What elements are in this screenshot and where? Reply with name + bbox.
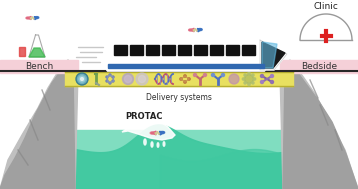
Circle shape <box>77 74 87 84</box>
Circle shape <box>271 81 274 84</box>
Polygon shape <box>29 48 45 57</box>
Polygon shape <box>262 42 285 68</box>
Circle shape <box>248 72 250 75</box>
Circle shape <box>109 82 111 84</box>
Circle shape <box>222 74 224 77</box>
Ellipse shape <box>35 17 39 19</box>
Bar <box>19 47 25 56</box>
Ellipse shape <box>150 132 155 134</box>
FancyBboxPatch shape <box>18 37 26 57</box>
Circle shape <box>184 81 186 83</box>
FancyBboxPatch shape <box>106 39 266 71</box>
Circle shape <box>261 81 263 84</box>
Bar <box>70 0 288 189</box>
Bar <box>194 45 207 55</box>
Circle shape <box>112 76 114 78</box>
Circle shape <box>112 80 114 82</box>
Circle shape <box>248 83 250 86</box>
Polygon shape <box>283 66 358 189</box>
Circle shape <box>271 74 274 77</box>
Circle shape <box>244 74 246 76</box>
Circle shape <box>79 76 85 82</box>
Circle shape <box>180 78 182 80</box>
Polygon shape <box>280 60 358 189</box>
Circle shape <box>203 74 207 77</box>
Circle shape <box>184 75 186 77</box>
Circle shape <box>252 74 254 76</box>
Polygon shape <box>29 35 45 57</box>
Bar <box>0 60 78 73</box>
Circle shape <box>106 76 108 78</box>
Circle shape <box>245 74 253 84</box>
Circle shape <box>261 74 263 77</box>
Ellipse shape <box>189 29 193 31</box>
Bar <box>280 60 358 73</box>
Text: Delivery systems: Delivery systems <box>146 93 212 102</box>
Bar <box>65 72 293 86</box>
Polygon shape <box>260 40 287 70</box>
Polygon shape <box>0 60 78 189</box>
Circle shape <box>109 74 111 76</box>
Ellipse shape <box>26 17 30 19</box>
Circle shape <box>125 75 131 83</box>
Circle shape <box>122 74 134 84</box>
Circle shape <box>242 78 245 80</box>
Text: PROTAC: PROTAC <box>125 112 163 121</box>
Circle shape <box>188 78 190 80</box>
Ellipse shape <box>144 139 146 145</box>
Bar <box>226 45 239 55</box>
Polygon shape <box>300 14 352 40</box>
Circle shape <box>76 73 88 85</box>
Bar <box>146 45 159 55</box>
Text: Clinic: Clinic <box>314 2 338 11</box>
Circle shape <box>253 78 256 80</box>
Ellipse shape <box>163 142 165 146</box>
Polygon shape <box>0 66 75 189</box>
Bar <box>130 45 143 55</box>
Text: Bedside: Bedside <box>301 62 337 71</box>
Text: Bench: Bench <box>25 62 53 71</box>
Circle shape <box>229 74 239 84</box>
Bar <box>162 45 175 55</box>
Circle shape <box>212 74 214 77</box>
Bar <box>210 45 223 55</box>
Circle shape <box>136 73 148 85</box>
Circle shape <box>139 75 145 83</box>
Polygon shape <box>262 42 277 68</box>
Circle shape <box>252 82 254 84</box>
Ellipse shape <box>160 131 165 134</box>
Bar <box>178 45 191 55</box>
Bar <box>114 45 127 55</box>
Circle shape <box>194 74 197 77</box>
Polygon shape <box>122 118 175 140</box>
Ellipse shape <box>157 143 159 147</box>
Bar <box>242 45 255 55</box>
Bar <box>108 64 264 68</box>
Circle shape <box>81 77 83 81</box>
Ellipse shape <box>198 29 202 31</box>
Circle shape <box>244 82 246 84</box>
Circle shape <box>106 80 108 82</box>
Bar <box>70 130 288 189</box>
Ellipse shape <box>151 142 153 147</box>
